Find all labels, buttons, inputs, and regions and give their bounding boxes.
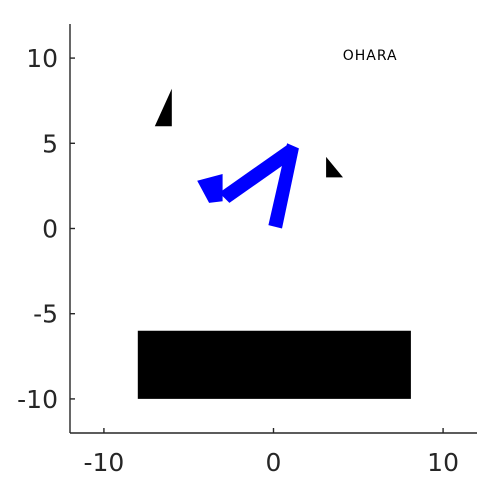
- x-tick-label: 10: [427, 448, 459, 477]
- shape-blue-stroke-main: [219, 145, 298, 203]
- x-tick-label: -10: [83, 448, 124, 477]
- y-tick-label: 10: [26, 44, 58, 73]
- shapes-layer: [137, 88, 411, 399]
- y-tick-label: -5: [33, 300, 58, 329]
- shape-triangle-left: [154, 88, 172, 127]
- annotation-label: OHARA: [343, 48, 398, 64]
- shape-blue-stroke-down: [268, 143, 299, 229]
- shape-blue-stroke-tail: [197, 174, 223, 203]
- y-tick-label: 5: [42, 129, 58, 158]
- y-tick-label: -10: [17, 385, 58, 414]
- ticks-layer: -10 0 10 10 5 0 -5 -10: [17, 44, 459, 477]
- shape-triangle-right: [326, 156, 343, 178]
- shape-rectangle: [137, 330, 411, 399]
- x-tick-label: 0: [266, 448, 282, 477]
- y-tick-label: 0: [42, 215, 58, 244]
